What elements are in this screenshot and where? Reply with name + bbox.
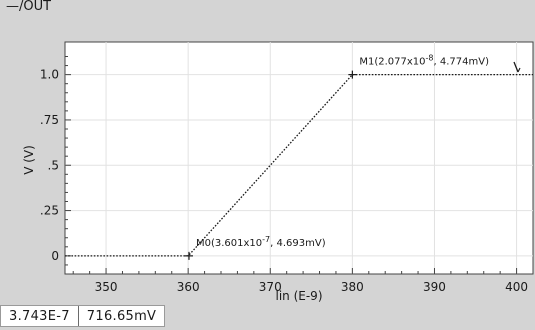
marker-label-m1: M1(2.077x10-8, 4.774mV) [359,54,489,68]
plot-area [64,41,534,275]
x-tick-label: 400 [505,280,528,294]
cursor-icon [513,61,521,73]
x-tick-label: 360 [177,280,200,294]
marker-label-m0: M0(3.601x10-7, 4.693mV) [196,235,326,249]
x-tick-label: 370 [259,280,282,294]
x-tick-label: 350 [95,280,118,294]
y-tick-label: 0 [51,249,59,263]
x-axis-label: lin (E-9) [276,289,323,303]
voltage-trace[interactable] [65,73,533,257]
tick-layer: 350 360 370 380 390 400 0 .25 .5 .75 1.0 [40,56,534,294]
y-readout: 716.65mV [77,306,164,326]
x-readout: 3.743E-7 [9,308,70,324]
y-tick-label: .5 [48,158,59,172]
y-tick-label: .25 [40,204,59,218]
x-tick-label: 390 [423,280,446,294]
grid-layer [65,42,533,274]
cursor-readout-bar: 3.743E-7 716.65mV [0,305,166,327]
y-tick-label: .75 [40,113,59,127]
y-axis-label: V (V) [22,145,36,175]
waveform-title: —/OUT [6,0,52,12]
waveform-plot[interactable]: 350 360 370 380 390 400 0 .25 .5 .75 1.0 M0(3.601x… [0,0,535,305]
x-tick-label: 380 [341,280,364,294]
marker-layer: M0(3.601x10-7, 4.693mV) M1(2.077x10-8, 4.… [184,54,489,260]
y-tick-label: 1.0 [40,68,59,82]
